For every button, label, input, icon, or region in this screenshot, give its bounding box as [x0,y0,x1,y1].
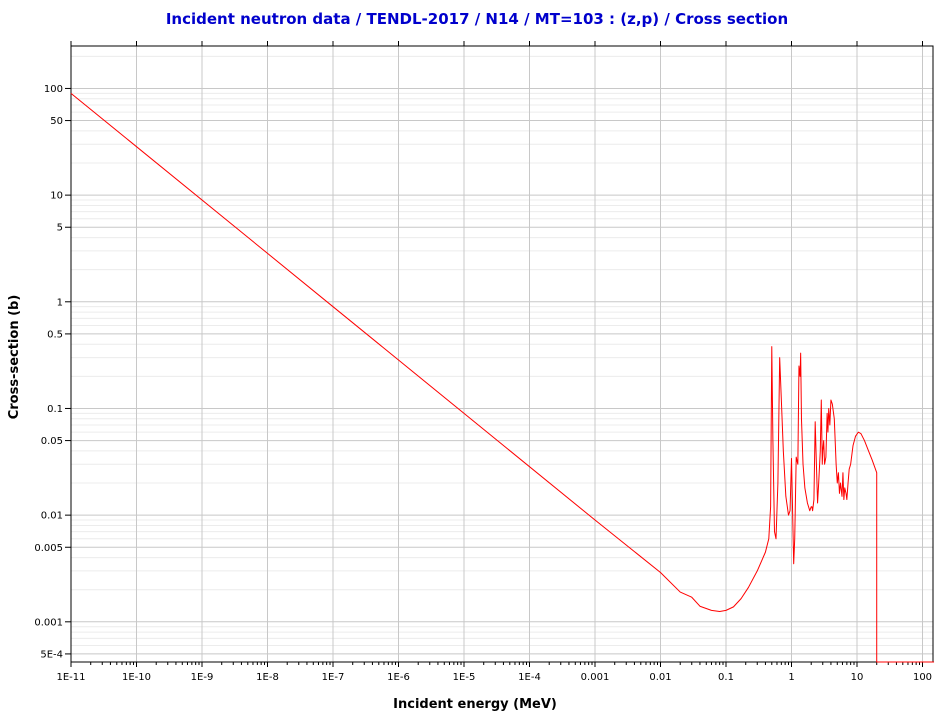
y-tick-label: 1 [57,297,63,308]
x-tick-label: 100 [913,672,932,683]
tick-layer: 1E-11 1E-10 1E-9 1E-8 1E-7 1E-6 1E-5 1E-4 0.001 0… [34,41,932,683]
x-tick-label: 0.1 [718,672,734,683]
series-layer [70,92,935,663]
y-tick-label: 5E-4 [40,649,63,660]
x-tick-label: 10 [851,672,864,683]
y-tick-label: 100 [44,84,63,95]
x-tick-label: 1E-11 [56,672,85,683]
y-tick-label: 10 [50,191,63,202]
x-tick-label: 0.01 [649,672,671,683]
x-tick-label: 1E-8 [256,672,279,683]
y-tick-label: 5 [57,223,63,234]
x-tick-label: 1E-9 [191,672,214,683]
grid-layer [70,46,933,662]
y-axis-title: Cross-section (b) [7,295,22,420]
y-tick-label: 0.5 [47,329,63,340]
plot-frame [70,45,934,663]
x-tick-label: 1E-7 [322,672,345,683]
y-tick-label: 0.1 [47,404,63,415]
y-tick-label: 0.05 [41,436,63,447]
y-tick-label: 0.001 [34,617,63,628]
x-tick-label: 1E-5 [453,672,476,683]
cross-section-curve [70,92,935,663]
x-axis-title: Incident energy (MeV) [393,697,557,712]
y-tick-label: 0.01 [41,511,63,522]
x-tick-label: 0.001 [581,672,610,683]
x-tick-label: 1 [788,672,794,683]
x-tick-label: 1E-10 [122,672,151,683]
y-tick-label: 0.005 [34,543,63,554]
chart-title: Incident neutron data / TENDL-2017 / N14… [165,10,789,28]
x-tick-label: 1E-6 [387,672,410,683]
x-tick-label: 1E-4 [518,672,541,683]
y-tick-label: 50 [50,116,63,127]
